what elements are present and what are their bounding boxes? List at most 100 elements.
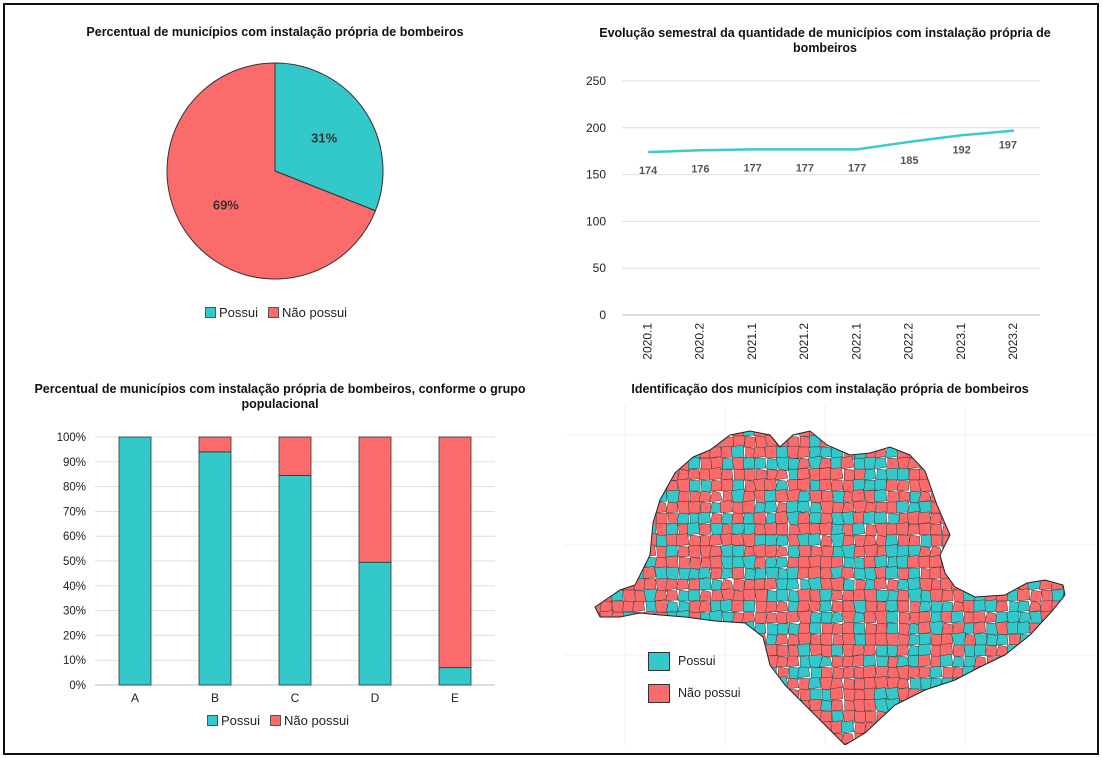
map-municipality — [1028, 600, 1042, 613]
map-municipality — [665, 578, 679, 591]
line-x-tick-label: 2020.2 — [693, 323, 707, 360]
map-municipality — [599, 544, 614, 559]
map-municipality — [820, 666, 833, 679]
map-municipality — [1040, 743, 1055, 745]
map-municipality — [609, 686, 625, 702]
map-municipality — [786, 500, 800, 514]
map-municipality — [952, 490, 965, 503]
map-municipality — [632, 743, 646, 745]
map-municipality — [643, 431, 657, 437]
map-municipality — [719, 743, 734, 745]
map-municipality — [1063, 699, 1065, 712]
map-municipality — [655, 512, 668, 525]
map-municipality — [831, 523, 844, 536]
map-municipality — [972, 609, 987, 624]
map-municipality — [941, 589, 954, 602]
map-municipality — [601, 446, 613, 459]
map-municipality — [951, 479, 965, 492]
map-municipality — [722, 457, 734, 470]
map-municipality — [595, 501, 602, 514]
map-municipality — [907, 633, 921, 646]
line-y-tick-label: 50 — [593, 261, 607, 275]
map-municipality — [743, 633, 757, 647]
map-municipality — [797, 457, 811, 470]
map-municipality — [595, 544, 603, 559]
map-municipality — [700, 732, 714, 745]
map-municipality — [665, 489, 680, 504]
map-municipality — [1051, 732, 1064, 745]
map-municipality — [634, 512, 646, 525]
map-municipality — [787, 688, 800, 701]
map-municipality — [598, 490, 613, 503]
map-municipality — [984, 511, 998, 525]
map-municipality — [896, 479, 910, 492]
map-municipality — [1006, 698, 1022, 714]
map-municipality — [864, 633, 877, 646]
map-municipality — [1061, 457, 1065, 470]
map-municipality — [787, 633, 800, 646]
map-municipality — [974, 589, 987, 602]
map-municipality — [654, 433, 668, 448]
map-municipality — [601, 501, 614, 515]
map-municipality — [620, 699, 635, 712]
map-municipality — [613, 490, 625, 504]
line-x-tick-label: 2020.1 — [640, 323, 654, 360]
map-municipality — [1028, 731, 1042, 745]
map-municipality — [624, 666, 636, 680]
map-municipality — [950, 719, 965, 734]
map-municipality — [677, 545, 690, 558]
map-municipality — [984, 566, 999, 581]
map-municipality — [611, 721, 625, 735]
map-municipality — [950, 610, 965, 624]
map-municipality — [644, 446, 657, 459]
map-municipality — [632, 489, 646, 503]
map-municipality — [623, 501, 636, 515]
map-municipality — [1006, 456, 1020, 470]
map-municipality — [752, 743, 767, 745]
map-municipality — [864, 710, 877, 723]
map-municipality — [820, 710, 833, 723]
map-municipality — [600, 523, 613, 536]
map-municipality — [1018, 644, 1031, 657]
map-municipality — [799, 655, 812, 669]
map-municipality — [854, 431, 867, 438]
map-municipality — [609, 523, 624, 536]
map-municipality — [1007, 468, 1020, 481]
map-municipality — [642, 730, 657, 745]
map-municipality — [799, 435, 812, 449]
map-municipality — [864, 622, 877, 635]
map-municipality — [1050, 544, 1064, 558]
map-municipality — [1028, 445, 1043, 460]
map-municipality — [645, 479, 658, 493]
map-municipality — [656, 611, 668, 624]
map-municipality — [884, 534, 899, 547]
map-municipality — [854, 721, 866, 734]
map-municipality — [986, 655, 999, 669]
map-municipality — [1041, 732, 1055, 745]
map-municipality — [599, 610, 614, 625]
map-municipality — [952, 545, 966, 559]
map-municipality — [975, 490, 988, 504]
map-municipality — [1061, 621, 1065, 636]
map-municipality — [632, 720, 646, 734]
map-municipality — [1017, 600, 1031, 613]
map-municipality — [962, 489, 976, 503]
map-municipality — [908, 743, 921, 745]
map-municipality — [676, 732, 690, 745]
map-municipality — [907, 523, 921, 536]
map-municipality — [1006, 709, 1020, 723]
map-municipality — [653, 632, 668, 646]
map-municipality — [774, 468, 789, 481]
map-municipality — [896, 500, 910, 514]
map-municipality — [918, 743, 932, 745]
map-municipality — [1018, 501, 1031, 514]
map-municipality — [763, 577, 778, 591]
map-municipality — [1062, 688, 1065, 701]
bar-segment-nao-possui — [278, 436, 312, 476]
map-municipality — [963, 556, 976, 569]
map-municipality — [609, 545, 624, 558]
map-municipality — [632, 435, 646, 448]
map-municipality — [820, 611, 833, 624]
map-municipality — [1039, 688, 1053, 701]
map-municipality — [743, 435, 756, 448]
